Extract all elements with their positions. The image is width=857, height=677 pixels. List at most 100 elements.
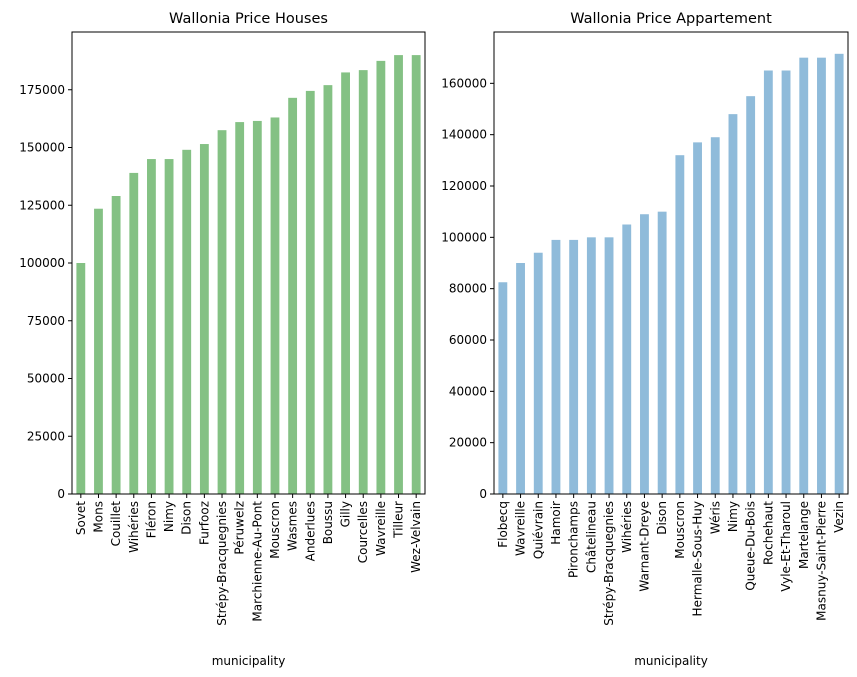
x-tick-label: Quiévrain	[531, 501, 545, 559]
y-tick-label: 60000	[449, 333, 487, 347]
bar-hamoir	[551, 239, 561, 494]
bar-mons	[94, 208, 103, 494]
x-tick-label: Strépy-Bracquegnies	[602, 501, 616, 626]
y-tick-label: 20000	[449, 436, 487, 450]
bar-wavreille	[516, 263, 525, 494]
x-tick-label: Boussu	[321, 501, 335, 544]
y-tick-label: 0	[479, 487, 487, 501]
x-tick-label: Mons	[91, 501, 105, 533]
x-tick-label: Anderlues	[303, 501, 317, 561]
x-tick-label: Mouscron	[268, 501, 282, 559]
chart-2: 0 20000 40000 60000 80000 100000 120000 140000 1…	[441, 11, 849, 668]
y-tick-label: 175000	[19, 83, 65, 97]
bar-wih-ries	[622, 224, 632, 494]
bar-wavreille	[376, 60, 386, 494]
x-tick-label: Dison	[655, 501, 669, 535]
bar-warnant-dreye	[640, 214, 649, 494]
bar-masnuy-saint-pierre	[817, 57, 826, 495]
bar-anderlues	[305, 90, 315, 494]
x-tick-label: Hermalle-Sous-Huy	[691, 501, 705, 616]
x-tick-label: Strépy-Bracquegnies	[215, 501, 229, 626]
x-tick-label: Warnant-Dreye	[637, 501, 651, 592]
x-tick-label: Péruwelz	[233, 501, 247, 555]
x-tick-label: Mouscron	[673, 501, 687, 559]
x-tick-label: Wihéries	[127, 501, 141, 553]
bar-vyle-et-tharoul	[781, 70, 791, 494]
bar-vezin	[834, 53, 844, 495]
bar-qui-vrain	[533, 252, 543, 494]
x-tick-label: Wasmes	[286, 501, 300, 551]
bar-dison	[182, 149, 192, 494]
y-tick-label: 0	[57, 487, 65, 501]
bar-sovet	[76, 263, 86, 494]
x-tick-label: Hamoir	[549, 501, 563, 545]
x-tick-label: Wavreille	[374, 501, 388, 556]
bar-courcelles	[358, 70, 368, 495]
bar-flobecq	[498, 282, 508, 494]
bar-str-py-bracquegnies	[604, 237, 614, 495]
x-tick-label: Wez-Velvain	[409, 501, 423, 573]
bar-rochehaut	[763, 70, 773, 494]
x-tick-label: Sovet	[74, 501, 88, 535]
y-tick-label: 40000	[449, 384, 487, 398]
x-tick-label: Flobecq	[496, 501, 510, 548]
x-tick-label: Queue-Du-Bois	[744, 501, 758, 591]
bar-nimy	[728, 114, 738, 494]
bar-tilleur	[394, 55, 403, 494]
y-tick-label: 80000	[449, 282, 487, 296]
bar-wasmes	[288, 97, 298, 495]
x-tick-label: Marchienne-Au-Pont	[250, 501, 264, 622]
x-tick-label: Nimy	[726, 501, 740, 532]
y-tick-label: 125000	[19, 198, 65, 212]
bar-martelange	[799, 57, 809, 495]
bar-marchienne-au-pont	[252, 120, 262, 494]
bar-dison	[657, 211, 667, 494]
bar-pironchamps	[569, 239, 579, 494]
x-tick-label: Masnuy-Saint-Pierre	[814, 501, 828, 621]
x-tick-label: Rochehaut	[761, 501, 775, 565]
bar-p-ruwelz	[235, 122, 245, 494]
bar-hermalle-sous-huy	[693, 142, 702, 494]
bar-mouscron	[270, 117, 280, 494]
y-tick-label: 160000	[441, 76, 487, 90]
y-tick-label: 140000	[441, 128, 487, 142]
y-tick-label: 100000	[441, 230, 487, 244]
chart-1: 0 25000 50000 75000 100000 125000 150000 175000…	[19, 11, 426, 668]
y-tick-label: 150000	[19, 141, 65, 155]
x-tick-label: Fléron	[144, 501, 158, 538]
x-tick-label: Couillet	[109, 501, 123, 547]
bar-ch-telineau	[586, 237, 596, 495]
bar-boussu	[323, 85, 333, 494]
bar-w-ris	[710, 137, 720, 494]
bar-gilly	[341, 72, 350, 495]
bar-fl-ron	[147, 159, 156, 495]
bar-wez-velvain	[411, 55, 421, 494]
x-tick-label: Nimy	[162, 501, 176, 532]
y-tick-label: 120000	[441, 179, 487, 193]
x-tick-label: Martelange	[797, 501, 811, 569]
x-tick-label: Vezin	[832, 501, 846, 533]
bar-wih-ries	[129, 172, 139, 494]
x-tick-label: Vyle-Et-Tharoul	[779, 501, 793, 592]
x-tick-label: Wavreille	[514, 501, 528, 556]
y-tick-label: 100000	[19, 256, 65, 270]
chart-title: Wallonia Price Houses	[169, 11, 328, 27]
x-tick-label: Pironchamps	[567, 501, 581, 578]
x-tick-label: Châtelineau	[584, 501, 598, 573]
bar-mouscron	[675, 155, 685, 494]
x-tick-label: Courcelles	[356, 501, 370, 563]
bar-nimy	[164, 159, 174, 495]
y-tick-label: 50000	[27, 372, 65, 386]
x-tick-label: Gilly	[339, 501, 353, 527]
y-tick-label: 25000	[27, 429, 65, 443]
x-tick-label: Furfooz	[197, 501, 211, 545]
bar-furfooz	[199, 144, 209, 494]
x-tick-label: Dison	[180, 501, 194, 535]
chart-title: Wallonia Price Appartement	[570, 11, 772, 27]
x-axis-label: municipality	[634, 654, 708, 668]
bar-str-py-bracquegnies	[217, 130, 227, 495]
x-tick-label: Wéris	[708, 501, 722, 534]
plot-frame	[71, 31, 426, 495]
x-tick-label: Tilleur	[392, 501, 406, 539]
